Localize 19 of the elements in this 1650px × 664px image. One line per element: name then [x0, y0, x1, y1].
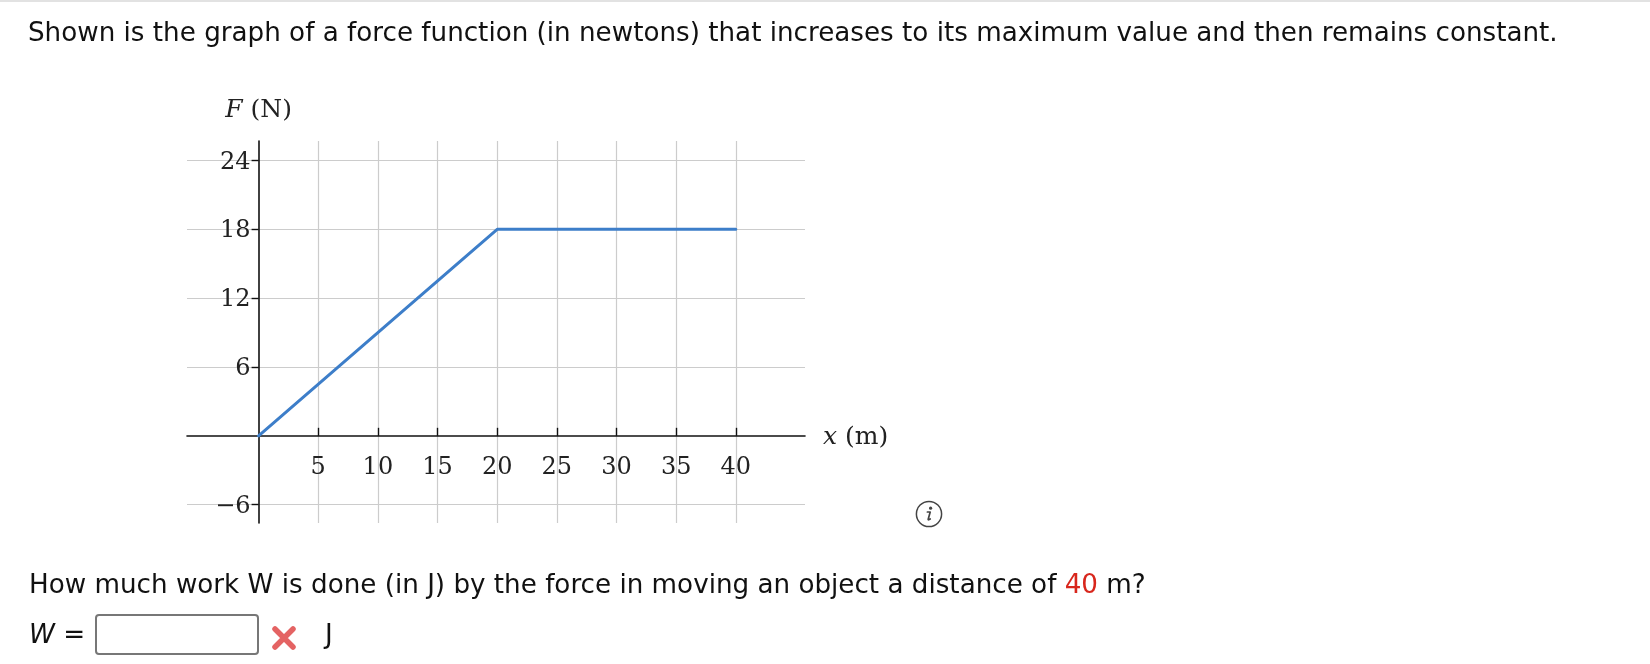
y-tick-label: 24: [220, 146, 251, 175]
chart-title: Shown is the graph of a force function (in newtons) that increases to its maximum value and then remains constant.: [28, 16, 1558, 48]
x-tick-label: 10: [362, 451, 394, 480]
text: How much work W is done (in J) by the force in moving an object a distance of 40 m?: [29, 569, 1146, 599]
text: W =: [29, 619, 86, 649]
x-tick-label: 30: [601, 451, 632, 480]
y-axis-title: F (N): [224, 94, 292, 123]
x-axis-title: x (m): [823, 421, 889, 451]
x-tick-label: 25: [541, 451, 573, 480]
x-tick-label: 40: [720, 451, 752, 480]
y-tick-label: −6: [215, 490, 251, 519]
y-tick-label: 18: [220, 215, 251, 244]
x-tick-label: 5: [310, 451, 326, 480]
y-tick-label: 12: [220, 284, 251, 313]
x-tick-label: 15: [422, 451, 453, 480]
y-tick-label: 6: [235, 352, 251, 381]
x-tick-label: 35: [660, 451, 692, 480]
x-tick-label: 20: [481, 451, 513, 480]
text: J: [325, 618, 333, 650]
